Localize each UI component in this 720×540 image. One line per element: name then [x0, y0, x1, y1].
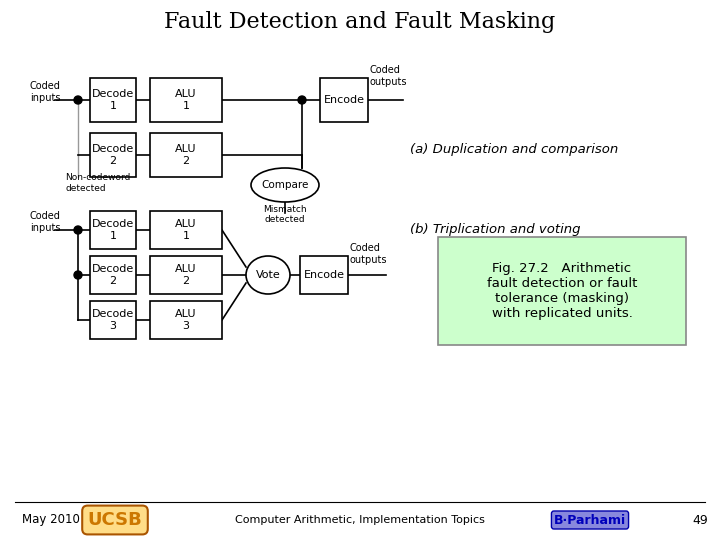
FancyBboxPatch shape [150, 211, 222, 249]
Text: Decode
1: Decode 1 [92, 89, 134, 111]
Text: UCSB: UCSB [88, 511, 143, 529]
Text: ALU
2: ALU 2 [175, 144, 197, 166]
Text: Non-codeword
detected: Non-codeword detected [65, 173, 130, 193]
FancyBboxPatch shape [90, 256, 136, 294]
Text: ALU
1: ALU 1 [175, 219, 197, 241]
FancyBboxPatch shape [150, 78, 222, 122]
Circle shape [298, 96, 306, 104]
Text: Mismatch
detected: Mismatch detected [264, 205, 307, 225]
Text: ALU
3: ALU 3 [175, 309, 197, 331]
Text: Decode
2: Decode 2 [92, 144, 134, 166]
FancyBboxPatch shape [90, 211, 136, 249]
FancyBboxPatch shape [90, 301, 136, 339]
Text: May 2010: May 2010 [22, 514, 80, 526]
Text: Computer Arithmetic, Implementation Topics: Computer Arithmetic, Implementation Topi… [235, 515, 485, 525]
FancyBboxPatch shape [320, 78, 368, 122]
Text: (a) Duplication and comparison: (a) Duplication and comparison [410, 144, 618, 157]
FancyBboxPatch shape [150, 301, 222, 339]
FancyBboxPatch shape [300, 256, 348, 294]
FancyBboxPatch shape [90, 133, 136, 177]
Circle shape [74, 271, 82, 279]
Text: Encode: Encode [304, 270, 344, 280]
Text: Vote: Vote [256, 270, 280, 280]
Text: 49: 49 [692, 514, 708, 526]
FancyBboxPatch shape [150, 256, 222, 294]
Ellipse shape [251, 168, 319, 202]
Text: Decode
1: Decode 1 [92, 219, 134, 241]
FancyBboxPatch shape [90, 78, 136, 122]
Text: Coded
inputs: Coded inputs [30, 81, 61, 103]
Text: Coded
inputs: Coded inputs [30, 211, 61, 233]
Ellipse shape [246, 256, 290, 294]
Text: Decode
2: Decode 2 [92, 264, 134, 286]
Text: ALU
2: ALU 2 [175, 264, 197, 286]
Text: Coded
outputs: Coded outputs [370, 65, 408, 87]
Text: Coded
outputs: Coded outputs [350, 244, 387, 265]
Text: ALU
1: ALU 1 [175, 89, 197, 111]
Text: Fig. 27.2   Arithmetic
fault detection or fault
tolerance (masking)
with replica: Fig. 27.2 Arithmetic fault detection or … [487, 262, 637, 320]
FancyBboxPatch shape [438, 237, 686, 345]
Text: Compare: Compare [261, 180, 309, 190]
Circle shape [74, 226, 82, 234]
Text: Encode: Encode [323, 95, 364, 105]
FancyBboxPatch shape [150, 133, 222, 177]
Text: Decode
3: Decode 3 [92, 309, 134, 331]
Text: B·Parhami: B·Parhami [554, 514, 626, 526]
Text: (b) Triplication and voting: (b) Triplication and voting [410, 224, 580, 237]
Text: Fault Detection and Fault Masking: Fault Detection and Fault Masking [164, 11, 556, 33]
Circle shape [74, 96, 82, 104]
